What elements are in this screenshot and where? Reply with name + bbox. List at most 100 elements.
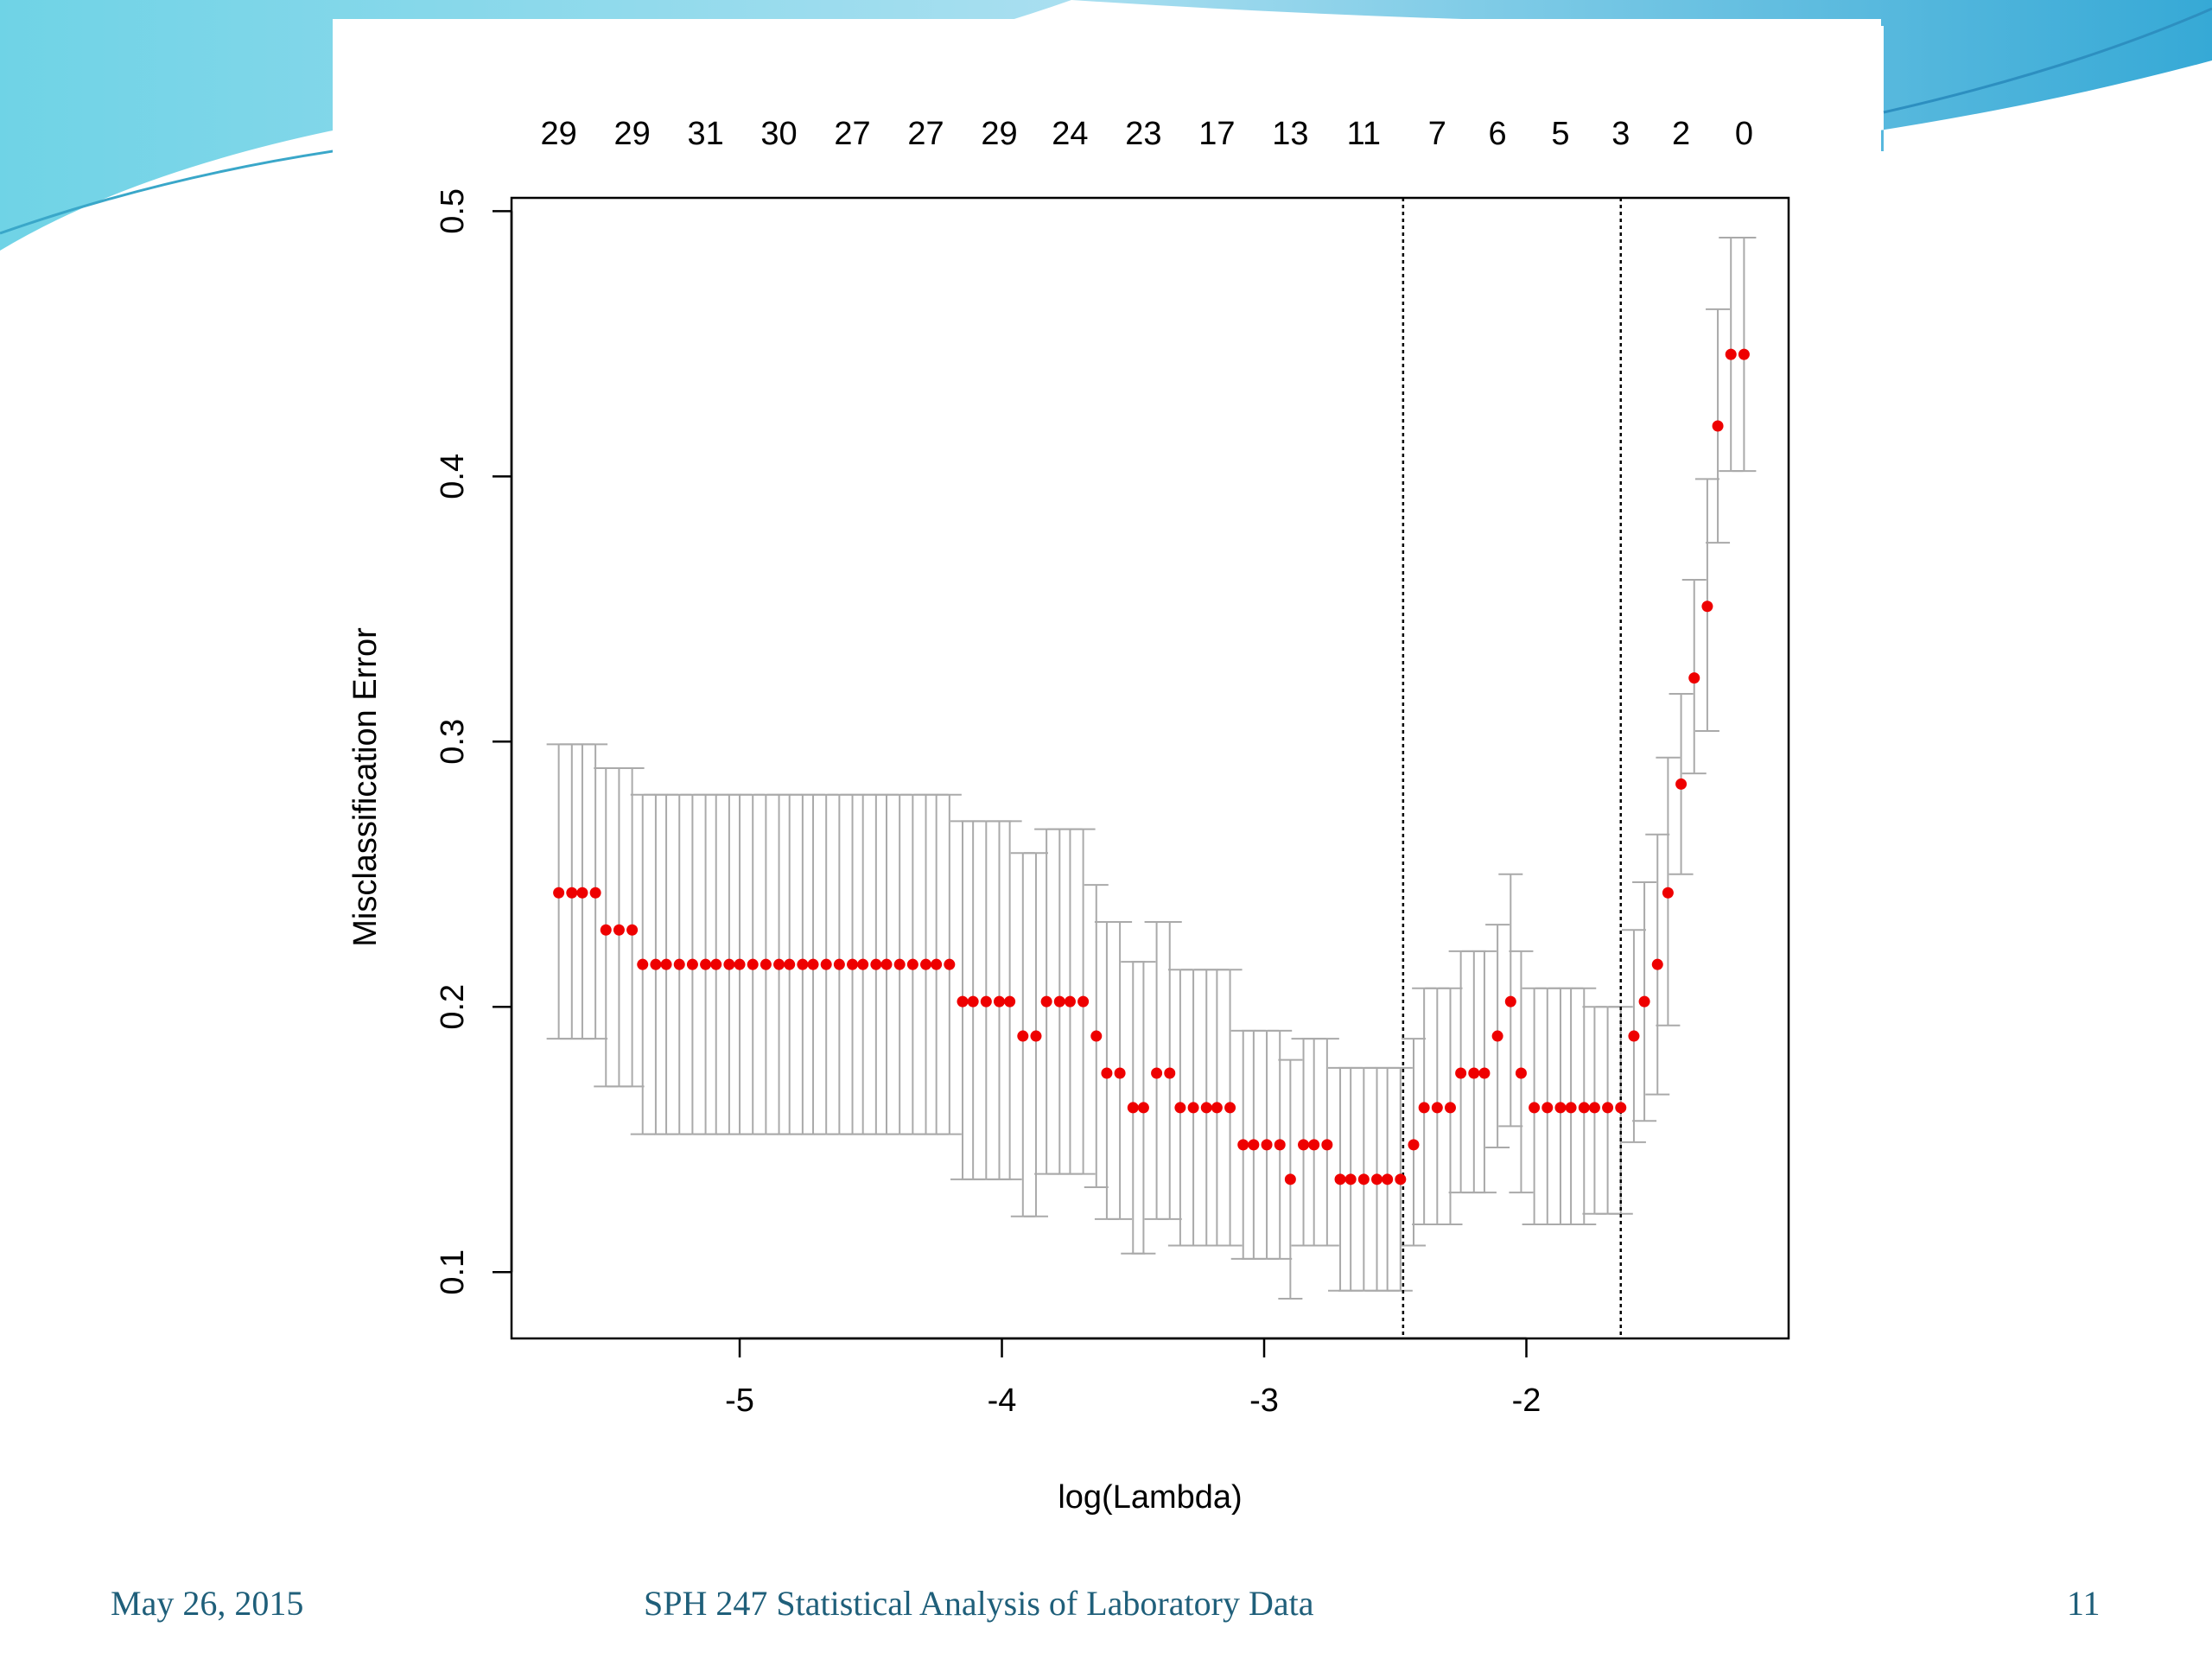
top-axis-label: 0	[1735, 116, 1753, 152]
top-axis-label: 27	[834, 116, 870, 152]
data-point	[1515, 1067, 1527, 1079]
top-axis-label: 29	[613, 116, 650, 152]
data-point	[807, 958, 819, 970]
data-point	[1053, 995, 1065, 1007]
data-point	[1491, 1030, 1503, 1042]
data-point	[1334, 1173, 1346, 1185]
data-point	[1371, 1173, 1383, 1185]
x-tick-label: -4	[988, 1382, 1017, 1419]
data-point	[1298, 1139, 1310, 1151]
data-point	[820, 958, 832, 970]
data-point	[1725, 348, 1737, 360]
data-point	[1137, 1102, 1149, 1114]
data-point	[1408, 1139, 1420, 1151]
data-point	[1468, 1067, 1480, 1079]
data-point	[700, 958, 712, 970]
top-axis-label: 2	[1672, 116, 1690, 152]
data-point	[1200, 1102, 1212, 1114]
data-point	[660, 958, 672, 970]
data-point	[906, 958, 918, 970]
top-axis-label: 6	[1489, 116, 1507, 152]
data-point	[686, 958, 698, 970]
data-point	[1187, 1102, 1199, 1114]
top-axis-label: 11	[1347, 116, 1381, 152]
data-point	[893, 958, 906, 970]
slide-wave-right-line	[1883, 7, 2212, 114]
cv-misclassification-chart: -5 -4 -3 -20.10.20.30.40.529 29 31 30 27 27 29 24 2…	[347, 116, 1790, 1516]
data-point	[1174, 1102, 1186, 1114]
data-point	[797, 958, 809, 970]
data-point	[1615, 1102, 1627, 1114]
data-point	[1565, 1102, 1577, 1114]
data-point	[1127, 1102, 1139, 1114]
data-point	[1344, 1173, 1357, 1185]
top-axis-label: 30	[760, 116, 797, 152]
data-point	[1504, 995, 1516, 1007]
data-point	[1554, 1102, 1567, 1114]
top-axis-label: 23	[1125, 116, 1161, 152]
top-axis-label: 17	[1198, 116, 1235, 152]
data-point	[857, 958, 869, 970]
data-point	[944, 958, 956, 970]
data-point	[1284, 1173, 1296, 1185]
y-tick-label: 0.4	[435, 454, 471, 499]
y-tick-label: 0.3	[435, 719, 471, 765]
footer-date: May 26, 2015	[111, 1584, 304, 1623]
data-point	[1308, 1139, 1320, 1151]
y-tick-label: 0.5	[435, 188, 471, 234]
data-point	[1114, 1067, 1126, 1079]
data-point	[1701, 601, 1713, 613]
data-point	[1164, 1067, 1176, 1079]
top-axis-label: 5	[1551, 116, 1569, 152]
data-point	[747, 958, 759, 970]
plot-frame	[510, 196, 1790, 1340]
data-point	[1090, 1030, 1103, 1042]
data-point	[1738, 348, 1750, 360]
data-point	[1261, 1139, 1273, 1151]
data-point	[931, 958, 943, 970]
y-tick-label: 0.1	[435, 1249, 471, 1295]
data-point	[1017, 1030, 1029, 1042]
data-point	[1444, 1102, 1456, 1114]
data-point	[1578, 1102, 1590, 1114]
footer-course-title: SPH 247 Statistical Analysis of Laborato…	[644, 1584, 1314, 1623]
data-point	[613, 924, 625, 936]
data-point	[600, 924, 612, 936]
data-point	[1688, 672, 1700, 684]
data-point	[1040, 995, 1052, 1007]
top-axis-label: 29	[540, 116, 576, 152]
data-point	[1651, 958, 1663, 970]
data-point	[710, 958, 722, 970]
data-point	[1004, 995, 1016, 1007]
data-point	[870, 958, 882, 970]
x-axis-title: log(Lambda)	[1058, 1479, 1242, 1516]
top-axis-label: 31	[687, 116, 723, 152]
data-point	[626, 924, 639, 936]
data-point	[1101, 1067, 1113, 1079]
data-point	[1274, 1139, 1286, 1151]
data-point	[1224, 1102, 1236, 1114]
data-point	[967, 995, 979, 1007]
data-point	[1628, 1030, 1640, 1042]
x-tick-label: -5	[725, 1382, 754, 1419]
data-point	[1418, 1102, 1430, 1114]
data-point	[980, 995, 992, 1007]
data-point	[576, 887, 588, 899]
data-point	[1602, 1102, 1614, 1114]
top-axis-label: 24	[1052, 116, 1088, 152]
top-axis-label: 27	[907, 116, 944, 152]
data-point	[1395, 1173, 1407, 1185]
data-point	[1662, 887, 1674, 899]
data-point	[1064, 995, 1076, 1007]
top-axis-label: 3	[1611, 116, 1630, 152]
data-point	[650, 958, 662, 970]
data-point	[1712, 420, 1724, 432]
data-point	[1455, 1067, 1467, 1079]
data-point	[1030, 1030, 1042, 1042]
data-point	[637, 958, 649, 970]
data-point	[734, 958, 746, 970]
data-point	[553, 887, 565, 899]
data-point	[833, 958, 845, 970]
data-point	[1478, 1067, 1491, 1079]
data-point	[1248, 1139, 1260, 1151]
